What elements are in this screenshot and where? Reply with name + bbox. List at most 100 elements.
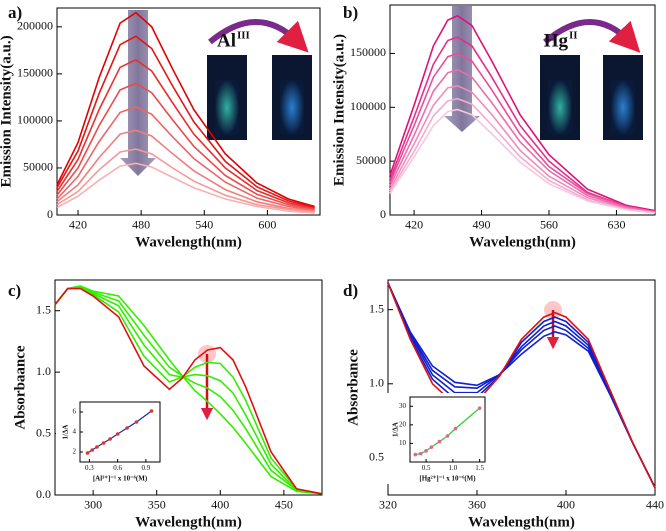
plot-frame (387, 279, 656, 496)
y-axis-label: 1/ΔA (62, 425, 70, 440)
x-tick-label: 440 (646, 498, 664, 512)
data-point (115, 432, 120, 436)
plot-frame (389, 4, 656, 216)
spectrum-line (389, 36, 656, 213)
x-tick-label: 350 (148, 498, 166, 512)
data-point (95, 445, 99, 449)
x-tick-label: 0.5 (422, 464, 431, 472)
vial (280, 80, 304, 135)
data-point (418, 451, 423, 456)
y-tick-label: 50000 (23, 160, 53, 174)
y-tick-label: 100000 (350, 99, 386, 113)
y-axis-label: Emission Intensity(a.u.) (0, 35, 14, 187)
y-tick-label: 150000 (350, 45, 386, 59)
ion-label: Hg (544, 30, 569, 51)
spectrum-line (389, 52, 656, 213)
spectrum-line (387, 282, 656, 488)
data-point (85, 451, 90, 455)
trend-arrow (444, 6, 480, 132)
panel-label: b) (343, 3, 358, 22)
spectrum-line (389, 97, 656, 214)
ion-label: Al (217, 30, 236, 51)
x-axis-label: Wavelength(nm) (469, 234, 576, 250)
x-tick-label: 600 (258, 218, 276, 232)
spectrum-line (56, 162, 315, 214)
plot-frame (54, 279, 323, 496)
data-point (424, 449, 428, 453)
data-point (134, 420, 139, 424)
spectrum-line (389, 14, 656, 212)
data-point (453, 426, 458, 431)
plot-frame (56, 7, 321, 216)
y-axis-label: Emission Intensity(a.u.) (331, 34, 347, 186)
x-tick-label: 300 (84, 498, 102, 512)
data-point (445, 434, 450, 438)
y-tick-label: 150000 (17, 66, 53, 80)
x-tick-label: 320 (379, 498, 397, 512)
x-tick-label: 1.5 (475, 464, 484, 472)
spectrum-line (389, 84, 656, 214)
x-tick-label: 0.6 (113, 464, 122, 472)
decor (120, 6, 643, 421)
data-point (90, 448, 95, 452)
y-tick-label: 100000 (17, 113, 53, 127)
data-point (108, 437, 112, 441)
x-tick-label: 0.3 (85, 464, 94, 472)
data-point (437, 439, 442, 444)
ion-charge: III (237, 30, 250, 42)
x-tick-label: 420 (69, 218, 87, 232)
x-tick-label: 490 (473, 218, 491, 232)
spectrum-line (389, 108, 656, 214)
y-axis-label: Absorbance (345, 349, 361, 426)
x-tick-label: 420 (405, 218, 423, 232)
x-axis-label: Wavelength(nm) (468, 514, 575, 530)
spectrum-line (56, 105, 315, 212)
curved-arrow (208, 19, 309, 53)
y-tick-label: 10 (399, 439, 407, 447)
y-tick-label: 2 (73, 448, 77, 456)
y-tick-label: 0.5 (369, 450, 384, 464)
x-axis-label: Wavelength(nm) (135, 234, 242, 250)
y-tick-label: 0.0 (36, 487, 51, 501)
spectrum-line (56, 58, 315, 210)
data-point (413, 452, 418, 457)
y-tick-label: 1.5 (36, 302, 51, 316)
y-tick-label: 50000 (356, 153, 386, 167)
y-tick-label: 1.0 (36, 364, 51, 378)
x-axis-label: [Hg²⁺]⁻¹ x 10⁻⁶(M) (419, 475, 476, 483)
x-tick-label: 1.0 (448, 464, 457, 472)
y-tick-label: 1.5 (369, 301, 384, 315)
y-tick-label: 0.5 (36, 425, 51, 439)
data-point (149, 409, 154, 413)
y-tick-label: 1.0 (369, 376, 384, 390)
curved-arrow (543, 19, 641, 53)
plot-frame (409, 396, 486, 463)
x-tick-label: 400 (211, 498, 229, 512)
spectrum-line (56, 129, 315, 212)
spectrum-line (56, 82, 315, 211)
spectrum-line (54, 286, 323, 495)
spectrum-line (56, 35, 315, 209)
panel-label: c) (8, 281, 21, 300)
x-tick-label: 480 (132, 218, 150, 232)
x-tick-label: 450 (275, 498, 293, 512)
vial (548, 80, 572, 135)
data-point (477, 406, 482, 410)
spectrum-line (54, 285, 323, 495)
panel-label: d) (343, 281, 358, 300)
x-tick-label: 0.9 (142, 464, 151, 472)
y-tick-label: 0 (47, 207, 53, 221)
x-tick-label: 400 (557, 498, 575, 512)
spectrum-line (56, 11, 315, 208)
y-tick-label: 0 (380, 207, 386, 221)
x-tick-label: 630 (607, 218, 625, 232)
y-tick-label: 200000 (17, 19, 53, 33)
x-axis-label: Wavelength(nm) (135, 514, 242, 530)
y-tick-label: 4 (73, 428, 77, 436)
ion-charge: II (569, 30, 578, 42)
data-point (101, 441, 106, 445)
y-tick-label: 30 (399, 402, 407, 410)
y-axis-label: Absorbaance (12, 345, 28, 430)
x-tick-label: 360 (468, 498, 486, 512)
